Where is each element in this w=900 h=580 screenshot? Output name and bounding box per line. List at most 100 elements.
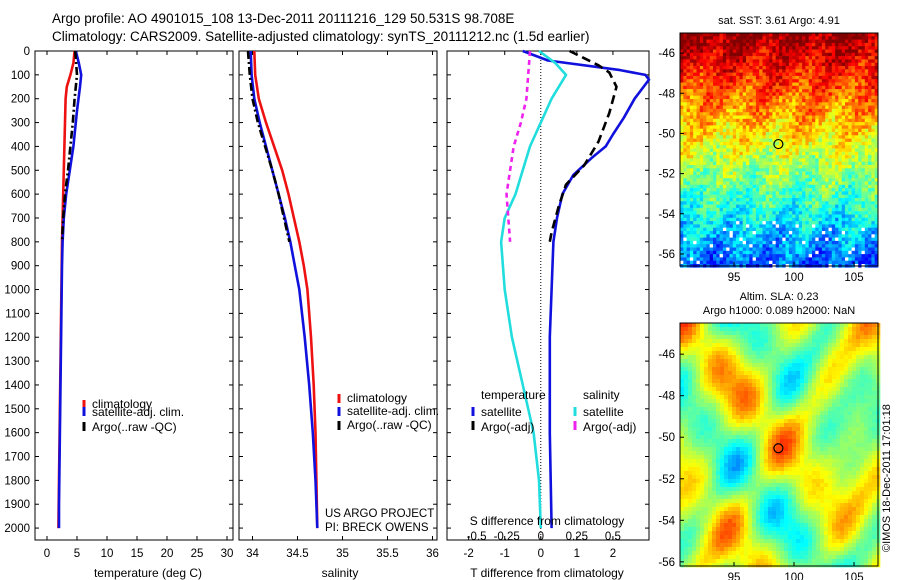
series-line-satellite — [499, 49, 568, 529]
y-tick-label: 0 — [24, 46, 30, 58]
map-frame — [679, 322, 879, 567]
heatmap-cells — [680, 33, 879, 268]
s-tick-label: -0.25 — [494, 531, 520, 543]
temperature-legend: climatology satellite-adj. clim. Argo(..… — [82, 397, 184, 434]
plot-frame — [238, 50, 438, 541]
legend-label: satellite — [481, 405, 522, 419]
y-tick-label: 1600 — [4, 428, 30, 440]
legend-label: satellite-adj. clim. — [347, 404, 439, 418]
sla-map-subtitle: Argo h1000: 0.089 h2000: NaN — [703, 305, 855, 317]
y-tick-label: -52 — [658, 474, 675, 486]
salinity-legend: climatology satellite-adj. clim. Argo(..… — [337, 391, 439, 432]
y-tick-label: -50 — [658, 128, 675, 140]
temperature-xlabel: temperature (deg C) — [94, 566, 202, 580]
s-tick-label: 0.5 — [605, 531, 621, 543]
y-tick-label: 1200 — [4, 332, 30, 344]
x-tick-label: 35 — [336, 548, 349, 560]
x-tick-label: 36 — [426, 548, 439, 560]
sla-map-title: Altim. SLA: 0.23 — [740, 291, 819, 303]
x-tick-label: 0 — [538, 548, 544, 560]
legend-label: Argo(..raw -QC) — [347, 418, 432, 432]
y-tick-label: 1800 — [4, 475, 30, 487]
x-tick-label: 100 — [784, 272, 803, 284]
legend-header-salinity: salinity — [583, 388, 620, 402]
x-tick-label: 95 — [728, 572, 741, 580]
legend-label: climatology — [347, 391, 407, 405]
series-line-satellite — [522, 49, 651, 529]
x-tick-label: 34.5 — [286, 548, 308, 560]
s-tick-label: -0.5 — [467, 531, 487, 543]
y-tick-label: 600 — [11, 189, 30, 201]
x-tick-label: 100 — [784, 572, 803, 580]
series-line-argo-raw-qc- — [246, 50, 291, 243]
y-tick-label: -46 — [658, 349, 675, 361]
salinity-xlabel: salinity — [322, 566, 359, 580]
y-tick-label: 1000 — [4, 285, 30, 297]
difference-xlabel: T difference from climatology — [470, 566, 624, 580]
y-tick-label: 900 — [11, 261, 30, 273]
y-tick-label: 1100 — [5, 308, 30, 320]
x-tick-label: -1 — [500, 548, 510, 560]
legend-label: satellite-adj. clim. — [92, 405, 184, 419]
y-tick-label: 500 — [11, 165, 30, 177]
title-line-2: Climatology: CARS2009. Satellite-adjuste… — [52, 29, 590, 44]
y-tick-label: -50 — [658, 432, 675, 444]
series-line-argo-adj- — [548, 49, 618, 243]
x-tick-label: 34 — [246, 548, 259, 560]
legend-label: Argo(-adj) — [583, 420, 636, 434]
y-tick-label: -54 — [658, 515, 675, 527]
y-tick-label: -48 — [658, 88, 675, 100]
map-frame — [679, 32, 879, 267]
legend-label: Argo(-adj) — [481, 420, 534, 434]
y-tick-label: 100 — [11, 70, 30, 82]
sla-map-panel: 95 100 105 -46 -48 -50 -52 -54 -56 — [658, 322, 881, 580]
s-tick-label: 0.25 — [566, 531, 588, 543]
y-tick-label: -54 — [658, 209, 675, 221]
x-tick-label: -2 — [464, 548, 474, 560]
series-line-climatology — [253, 50, 319, 529]
pi-credit: PI: BRECK OWENS — [325, 522, 429, 534]
x-tick-label: 25 — [191, 548, 204, 560]
legend-label: satellite — [583, 405, 624, 419]
imos-credit: ©IMOS 18-Dec-2011 17:01:18 — [881, 404, 893, 552]
title-line-1: Argo profile: AO 4901015_108 13-Dec-2011… — [52, 11, 515, 26]
argo-location-marker — [773, 443, 784, 454]
y-tick-label: -48 — [658, 391, 675, 403]
x-tick-label: 95 — [728, 272, 741, 284]
x-tick-label: 30 — [221, 548, 234, 560]
y-tick-label: -56 — [658, 557, 675, 569]
project-credit: US ARGO PROJECT — [325, 508, 434, 520]
x-tick-label: 5 — [74, 548, 80, 560]
y-tick-label: 800 — [11, 237, 30, 249]
y-tick-label: -46 — [658, 48, 675, 60]
y-tick-label: 2000 — [4, 523, 30, 535]
argo-location-marker — [773, 138, 784, 150]
x-tick-label: 0 — [44, 548, 50, 560]
legend-label: climatology — [92, 397, 152, 411]
y-tick-label: 300 — [11, 118, 30, 130]
sst-map-title: sat. SST: 3.61 Argo: 4.91 — [718, 15, 840, 27]
y-tick-label: 1400 — [4, 380, 30, 392]
temperature-panel: 0100200300400500600700800900100011001200… — [4, 46, 234, 560]
y-tick-label: 1700 — [4, 452, 30, 464]
salinity-panel: 34 34.5 35 35.5 36 — [238, 50, 439, 560]
difference-xlabel-top: S difference from climatology — [470, 514, 625, 528]
y-tick-label: 1900 — [4, 499, 30, 511]
plot-frame — [34, 50, 234, 541]
y-tick-label: 400 — [11, 141, 30, 153]
x-tick-label: 2 — [610, 548, 616, 560]
x-tick-label: 20 — [161, 548, 174, 560]
heatmap-cells — [680, 323, 881, 568]
y-tick-label: 1300 — [4, 356, 30, 368]
y-tick-label: 200 — [11, 94, 30, 106]
x-tick-label: 1 — [574, 548, 580, 560]
x-tick-label: 35.5 — [376, 548, 398, 560]
y-tick-label: -56 — [658, 249, 675, 261]
series-line-argo-adj- — [505, 50, 532, 242]
difference-legend: temperature salinity satellite Argo(-adj… — [471, 388, 636, 434]
y-tick-label: 1500 — [4, 404, 30, 416]
x-tick-label: 10 — [101, 548, 114, 560]
x-tick-label: 105 — [844, 572, 863, 580]
